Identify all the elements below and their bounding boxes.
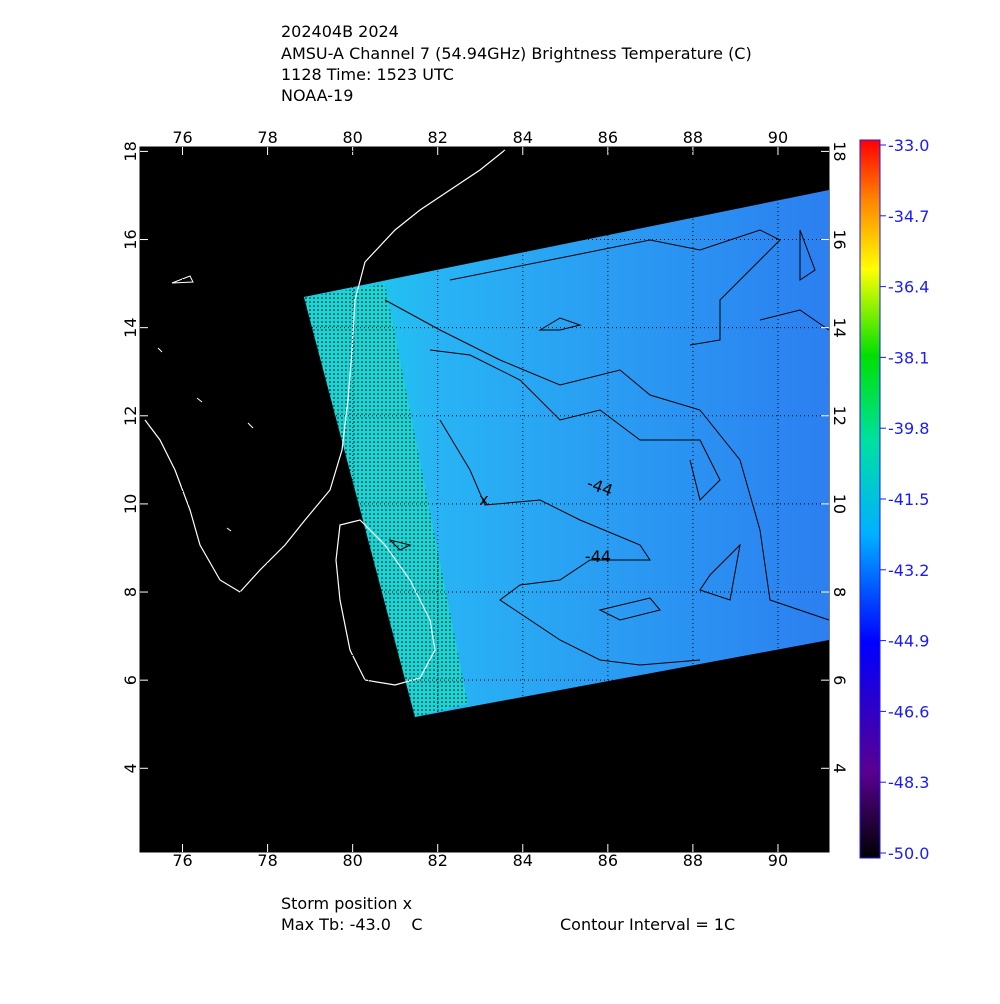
colorbar-label: -41.5 xyxy=(888,490,929,509)
footer-text: Contour Interval = 1C xyxy=(560,915,735,934)
y-tick-label: 18 xyxy=(121,141,140,161)
colorbar-label: -48.3 xyxy=(888,773,929,792)
x-tick-label: 82 xyxy=(428,851,448,870)
x-tick-label: 88 xyxy=(683,128,703,147)
colorbar xyxy=(859,139,881,859)
x-tick-label: 86 xyxy=(598,851,618,870)
x-tick-label: 90 xyxy=(768,851,788,870)
y-tick-label: 6 xyxy=(830,675,849,685)
coastline xyxy=(335,519,436,686)
colorbar-label: -50.0 xyxy=(888,844,929,863)
colorbar-label: -39.8 xyxy=(888,419,929,438)
y-tick-label: 6 xyxy=(121,675,140,685)
x-tick-label: 86 xyxy=(598,128,618,147)
y-tick-label: 8 xyxy=(830,587,849,597)
y-tick-label: 8 xyxy=(121,587,140,597)
title-line: NOAA-19 xyxy=(281,86,353,105)
contour-label: -44 xyxy=(585,547,611,566)
colorbar-label: -43.2 xyxy=(888,561,929,580)
footer-text: Storm position x xyxy=(281,894,412,913)
x-tick-label: 78 xyxy=(257,851,277,870)
x-tick-label: 80 xyxy=(342,851,362,870)
x-tick-label: 76 xyxy=(172,128,192,147)
title-line: 1128 Time: 1523 UTC xyxy=(281,65,454,84)
islands xyxy=(157,275,254,532)
y-tick-label: 12 xyxy=(830,406,849,426)
y-tick-label: 10 xyxy=(121,494,140,514)
x-tick-label: 84 xyxy=(513,851,533,870)
y-tick-label: 16 xyxy=(121,229,140,249)
colorbar-label: -33.0 xyxy=(888,136,929,155)
x-tick-label: 76 xyxy=(172,851,192,870)
y-tick-label: 18 xyxy=(830,141,849,161)
contours xyxy=(384,229,830,666)
title-line: AMSU-A Channel 7 (54.94GHz) Brightness T… xyxy=(281,44,752,63)
y-tick-label: 14 xyxy=(830,317,849,337)
colorbar-label: -38.1 xyxy=(888,348,929,367)
title-line: 202404B 2024 xyxy=(281,22,399,41)
y-tick-label: 4 xyxy=(121,763,140,773)
x-tick-label: 82 xyxy=(428,128,448,147)
x-tick-label: 80 xyxy=(342,128,362,147)
colorbar-label: -34.7 xyxy=(888,207,929,226)
x-tick-label: 88 xyxy=(683,851,703,870)
storm-marker: x xyxy=(479,490,488,509)
footer-text: Max Tb: -43.0 C xyxy=(281,915,422,934)
colorbar-label: -44.9 xyxy=(888,632,929,651)
colorbar-label: -36.4 xyxy=(888,278,929,297)
swath-edge xyxy=(304,284,468,717)
colorbar-label: -46.6 xyxy=(888,702,929,721)
y-tick-label: 14 xyxy=(121,317,140,337)
y-tick-label: 10 xyxy=(830,494,849,514)
x-tick-label: 84 xyxy=(513,128,533,147)
coastline xyxy=(144,149,506,593)
y-tick-label: 4 xyxy=(830,763,849,773)
x-tick-label: 78 xyxy=(257,128,277,147)
x-tick-label: 90 xyxy=(768,128,788,147)
y-tick-label: 12 xyxy=(121,406,140,426)
y-tick-label: 16 xyxy=(830,229,849,249)
